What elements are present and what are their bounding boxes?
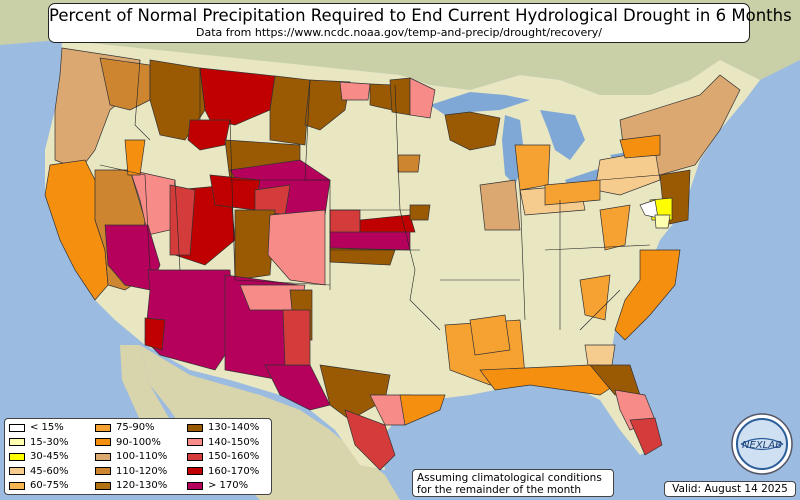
legend: < 15% 15-30% 30-45% 45-60% 60-75% 75-90% 90-10… (4, 418, 272, 495)
map-title: Percent of Normal Precipitation Required… (49, 6, 792, 25)
region-sc-tan (584, 344, 616, 366)
region-ky (544, 179, 601, 206)
region-or-south (124, 139, 146, 176)
region-md-yellow-light (654, 214, 671, 229)
region-ia-small (397, 154, 421, 173)
map-subtitle: Data from https://www.ncdc.noaa.gov/temp… (196, 26, 602, 39)
region-ne-ks (359, 214, 416, 233)
legend-swatch (95, 452, 111, 461)
region-tx-red (282, 309, 311, 366)
region-ks-red (329, 209, 361, 233)
region-tx-central (319, 364, 391, 421)
legend-item: 30-45% (9, 451, 69, 463)
region-ga-al (579, 274, 611, 321)
legend-label: 150-160% (208, 451, 260, 463)
legend-swatch (95, 481, 111, 490)
legend-swatch (187, 438, 203, 447)
region-ne-small (409, 204, 431, 221)
legend-label: 140-150% (208, 436, 260, 448)
region-ar-ms (469, 314, 511, 356)
region-mt-south (187, 119, 231, 151)
legend-item: > 170% (187, 480, 248, 492)
legend-item: 100-110% (95, 451, 167, 463)
region-nv-east (129, 169, 176, 236)
region-se-coast (614, 249, 681, 341)
assumption-note-line-2: for the remainder of the month (417, 484, 582, 496)
region-mn (389, 77, 411, 116)
legend-label: 15-30% (30, 436, 69, 448)
legend-item: 90-100% (95, 437, 161, 449)
legend-swatch (187, 467, 203, 476)
legend-item: 130-140% (187, 422, 259, 434)
legend-label: 120-130% (116, 480, 168, 492)
legend-item: 60-75% (9, 480, 69, 492)
legend-swatch (187, 423, 203, 432)
legend-label: > 170% (208, 480, 249, 492)
legend-swatch (9, 467, 25, 476)
legend-swatch (9, 481, 25, 490)
legend-label: 160-170% (208, 465, 260, 477)
legend-swatch (95, 467, 111, 476)
title-box: Percent of Normal Precipitation Required… (48, 3, 792, 43)
region-co-brown (234, 209, 276, 281)
drought-regions (44, 47, 741, 471)
legend-item: 110-120% (95, 466, 167, 478)
legend-item: 45-60% (9, 466, 69, 478)
legend-swatch (187, 481, 203, 490)
legend-label: < 15% (30, 422, 64, 433)
legend-label: 75-90% (116, 422, 155, 433)
legend-swatch (9, 438, 25, 447)
legend-swatch (95, 438, 111, 447)
region-fl-south (629, 417, 663, 456)
region-nd-pink (339, 81, 371, 101)
legend-label: 90-100% (116, 436, 161, 448)
region-wi-mi (444, 111, 501, 151)
legend-label: 30-45% (30, 451, 69, 463)
region-mn-pink (409, 77, 436, 119)
assumption-note-line-1: Assuming climatological conditions (417, 472, 602, 484)
legend-label: 60-75% (30, 480, 69, 492)
legend-label: 100-110% (116, 451, 168, 463)
legend-item: < 15% (9, 422, 64, 434)
region-nd-sd (304, 79, 351, 131)
region-ca-baja-border (144, 317, 166, 351)
legend-item: 75-90% (95, 422, 155, 434)
valid-date: Valid: August 14 2025 (664, 481, 796, 497)
legend-swatch (9, 423, 25, 432)
legend-item: 140-150% (187, 437, 259, 449)
legend-item: 160-170% (187, 466, 259, 478)
legend-swatch (187, 452, 203, 461)
region-tx-south (344, 409, 396, 471)
region-tx-gulf (399, 394, 446, 426)
region-ks-south (329, 247, 396, 266)
region-wa-east (99, 57, 151, 111)
region-ny-orange (619, 134, 661, 159)
region-co-south (267, 209, 326, 286)
legend-label: 45-60% (30, 465, 69, 477)
legend-label: 110-120% (116, 465, 168, 477)
us-land (45, 40, 760, 470)
legend-swatch (9, 452, 25, 461)
nexlab-logo: NEXLAB (731, 413, 793, 475)
legend-label: 130-140% (208, 422, 260, 433)
legend-item: 150-160% (187, 451, 259, 463)
legend-swatch (95, 423, 111, 432)
region-ia-mi (514, 144, 551, 191)
nexlab-logo-text: NEXLAB (742, 440, 782, 451)
state-borders (99, 59, 661, 331)
legend-item: 120-130% (95, 480, 167, 492)
region-il (479, 179, 521, 231)
lake-huron (540, 110, 585, 160)
legend-item: 15-30% (9, 437, 69, 449)
region-mt-east (269, 75, 311, 146)
region-va-nc (599, 204, 631, 251)
assumption-note: Assuming climatological conditions for t… (412, 469, 614, 497)
lake-superior (430, 92, 530, 115)
